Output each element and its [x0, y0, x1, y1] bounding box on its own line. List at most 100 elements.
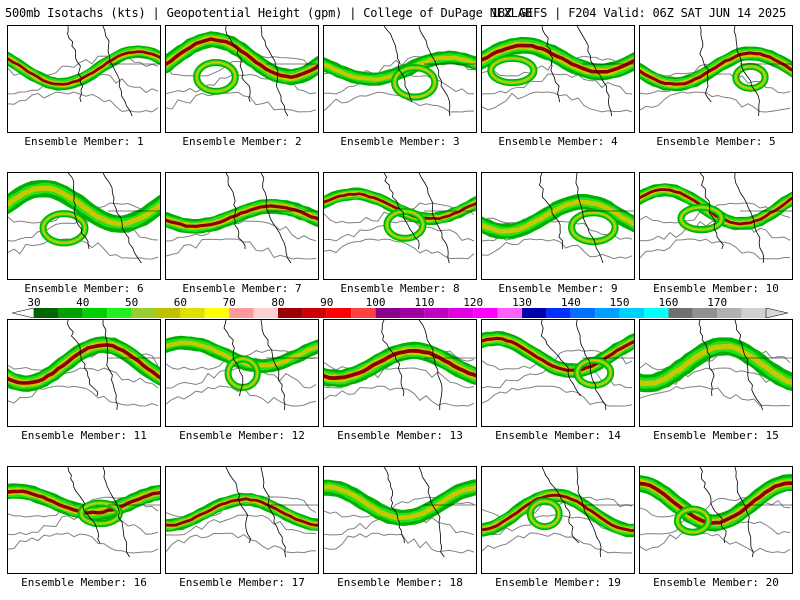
- coastline: [381, 320, 405, 397]
- ensemble-member-map: [165, 25, 319, 133]
- colorbar-swatch: [668, 308, 693, 318]
- map-canvas: [324, 26, 476, 117]
- coastline: [67, 173, 90, 250]
- colorbar-swatch: [546, 308, 571, 318]
- isotach-band: [8, 50, 160, 86]
- member-label: Ensemble Member: 11: [21, 429, 147, 442]
- height-contour: [482, 73, 633, 95]
- ensemble-member-map: [639, 466, 793, 574]
- height-contour: [640, 91, 791, 113]
- map-canvas: [8, 467, 160, 558]
- colorbar-swatch: [351, 308, 376, 318]
- colorbar-swatch: [58, 308, 83, 318]
- colorbar-swatch: [278, 308, 303, 318]
- coastline: [102, 467, 131, 558]
- cutoff-low-isotach: [489, 57, 535, 84]
- colorbar-swatch: [34, 308, 59, 318]
- cutoff-low-isotach: [734, 65, 767, 90]
- isotach-band: [640, 343, 792, 387]
- colorbar-tick-label: 40: [76, 296, 90, 309]
- colorbar-tick-label: 150: [609, 296, 630, 309]
- isotach-band: [324, 348, 476, 381]
- coastline: [225, 26, 251, 103]
- height-contour: [640, 385, 791, 407]
- colorbar-swatch: [619, 308, 644, 318]
- member-label: Ensemble Member: 18: [337, 576, 463, 589]
- ensemble-member-map: [165, 172, 319, 280]
- coastline: [67, 26, 84, 103]
- colorbar-swatch: [570, 308, 596, 318]
- member-label: Ensemble Member: 12: [179, 429, 305, 442]
- colorbar-min-arrow: [12, 308, 35, 318]
- colorbar-swatch: [326, 308, 352, 318]
- colorbar-swatch: [131, 308, 156, 318]
- map-canvas: [8, 173, 160, 264]
- isotach-band: [640, 188, 792, 226]
- height-contour: [8, 91, 159, 113]
- ensemble-member-map: [7, 172, 161, 280]
- coastline: [538, 173, 564, 250]
- map-canvas: [324, 320, 476, 411]
- coastline: [575, 320, 607, 411]
- height-contour: [482, 238, 633, 260]
- isotach-band: [640, 51, 792, 86]
- coastline: [734, 173, 765, 264]
- member-label: Ensemble Member: 1: [24, 135, 144, 148]
- member-label: Ensemble Member: 3: [340, 135, 460, 148]
- map-canvas: [482, 320, 634, 411]
- ensemble-member-map: [481, 172, 635, 280]
- coastline: [699, 26, 712, 103]
- cutoff-low-isotach: [676, 508, 710, 534]
- coastline: [225, 173, 246, 250]
- isotach-band: [166, 37, 318, 79]
- map-canvas: [640, 173, 792, 264]
- coastline: [223, 320, 244, 397]
- coastline: [699, 467, 727, 544]
- ensemble-member-map: [323, 172, 477, 280]
- ensemble-member-map: [7, 466, 161, 574]
- colorbar-swatch: [473, 308, 498, 318]
- map-canvas: [482, 173, 634, 264]
- colorbar-swatch: [595, 308, 620, 318]
- cutoff-low-isotach: [393, 66, 436, 99]
- colorbar-swatch: [375, 308, 400, 318]
- isotach-band: [482, 336, 634, 372]
- coastline: [698, 320, 715, 397]
- cutoff-low-isotach: [42, 212, 86, 244]
- map-canvas: [324, 173, 476, 264]
- member-label: Ensemble Member: 19: [495, 576, 621, 589]
- map-canvas: [640, 467, 792, 558]
- member-label: Ensemble Member: 5: [656, 135, 776, 148]
- coastline: [102, 320, 118, 411]
- isotach-band: [482, 493, 634, 533]
- member-label: Ensemble Member: 17: [179, 576, 305, 589]
- coastline: [67, 467, 101, 544]
- height-contour: [166, 514, 317, 536]
- colorbar-swatch: [204, 308, 230, 318]
- cutoff-low-isotach: [529, 500, 561, 528]
- map-canvas: [166, 467, 318, 558]
- colorbar-swatch: [400, 308, 425, 318]
- colorbar-tick-label: 160: [658, 296, 679, 309]
- height-contour: [166, 532, 317, 554]
- colorbar-tick-label: 170: [707, 296, 728, 309]
- height-contour: [8, 385, 159, 407]
- member-label: Ensemble Member: 9: [498, 282, 618, 295]
- coastline: [734, 320, 763, 411]
- colorbar-max-arrow: [765, 308, 788, 318]
- ensemble-member-map: [7, 319, 161, 427]
- member-label: Ensemble Member: 8: [340, 282, 460, 295]
- colorbar-swatch: [82, 308, 108, 318]
- run-valid-time: 18Z GEFS | F204 Valid: 06Z SAT JUN 14 20…: [490, 6, 786, 20]
- map-canvas: [640, 26, 792, 117]
- cutoff-low-isotach: [227, 357, 259, 389]
- ensemble-member-map: [323, 25, 477, 133]
- colorbar-swatch: [522, 308, 547, 318]
- isotach-colorbar: [12, 308, 788, 318]
- coastline: [67, 320, 99, 397]
- height-contour: [324, 238, 475, 260]
- height-contour: [8, 238, 159, 260]
- height-contour: [482, 532, 633, 554]
- colorbar-tick-label: 50: [124, 296, 139, 309]
- colorbar-tick-label: 140: [560, 296, 581, 309]
